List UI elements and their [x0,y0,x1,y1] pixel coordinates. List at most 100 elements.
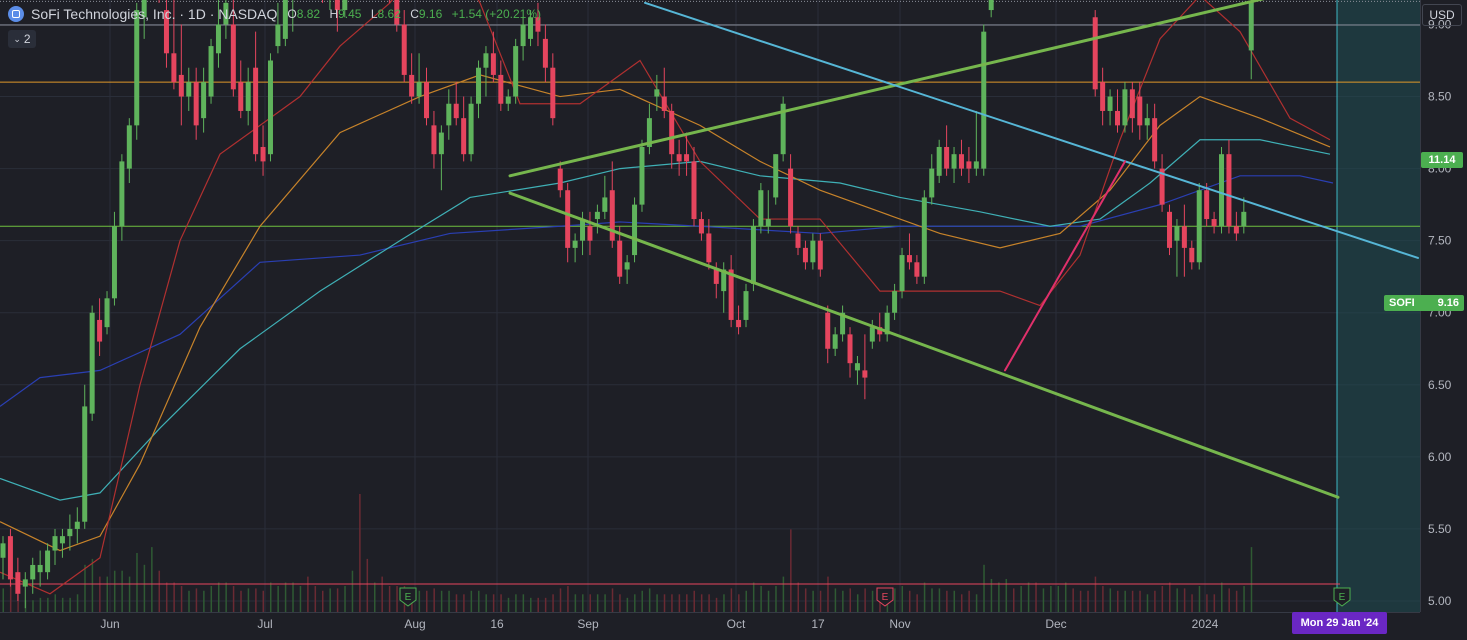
candle-body [944,146,950,169]
candle-body [1211,219,1217,227]
candle-body [1167,211,1173,248]
time-axis[interactable]: Jun Jul Aug 16 Sep Oct 17 Nov Dec 2024 [0,612,1420,634]
indicators-collapse-button[interactable]: ⌄ 2 [8,30,36,48]
candle-body [884,312,890,335]
candle-body [97,319,103,342]
candle-body [1107,96,1113,111]
candle-body [632,204,638,256]
volume-bar [1124,590,1126,612]
candle-body [609,190,615,241]
candle-body [706,233,712,263]
candle-body [988,0,994,11]
candle-body [1100,82,1106,111]
candle-body [736,319,742,328]
candle-body [186,82,192,97]
symbol-title[interactable]: SoFi Technologies, Inc. · 1D · NASDAQ [31,6,278,22]
volume-bar [515,594,517,612]
candle-body [171,53,177,83]
volume-bar [151,547,153,612]
indicator-count: 2 [23,32,31,46]
candle-body [178,74,184,97]
candle-body [654,89,660,97]
volume-bar [671,594,673,612]
trendline [1004,160,1126,372]
volume-bar [455,594,458,612]
trendline [508,191,1340,499]
candle-body [565,190,571,248]
volume-bar [1131,590,1134,612]
candle-body [951,154,957,169]
volume-bar [656,594,658,612]
volume-bar [827,576,829,612]
candle-body [587,226,593,241]
volume-bar [351,570,354,612]
candle-body [483,53,489,68]
volume-bar [544,597,547,612]
candle-body [795,233,801,248]
volume-bar [344,586,346,612]
volume-bar [604,594,606,612]
volume-bar [269,582,272,612]
volume-bar [708,594,710,612]
volume-bar [812,590,814,612]
candle-body [424,82,430,119]
volume-bar [232,586,235,612]
volume-bar [1057,586,1060,612]
candle-body [1233,226,1239,234]
moving-average-line [0,0,1331,595]
candle-body [810,240,816,263]
time-tick-label: 16 [490,617,504,631]
candle-body [906,255,912,263]
time-tick-label: 17 [811,617,825,631]
candle-body [802,247,808,263]
volume-bar [396,586,398,612]
candle-body [134,10,140,126]
candle-body [1241,211,1247,227]
volume-bar [752,582,755,612]
candle-body [74,521,80,529]
volume-bar [856,594,859,612]
level-price-tag: 11.14 [1421,152,1463,168]
chart-legend: SoFi Technologies, Inc. · 1D · NASDAQ O8… [8,6,547,22]
volume-bar [440,590,443,612]
candle-body [1159,168,1165,205]
sofi-logo-icon [8,6,24,22]
low-label: L [370,7,378,21]
earnings-marker-label: E [882,592,889,603]
volume-bar [39,597,42,612]
volume-bar [262,590,265,612]
volume-bar [507,597,510,612]
trendline [644,1,1419,259]
volume-bar [782,576,785,612]
time-tick-label: Sep [577,617,599,631]
candle-body [1092,17,1098,90]
volume-bar [255,588,257,612]
volume-bar [165,582,168,612]
candle-body [394,0,400,25]
price-tick-label: 6.50 [1428,378,1452,392]
candle-body [334,0,340,11]
candle-body [82,406,88,522]
earnings-marker-icon [876,587,894,607]
volume-bar [195,588,198,612]
candle-body [513,46,519,97]
candle-body [245,82,251,111]
candle-body [282,0,288,39]
volume-bar [790,529,792,612]
volume-bar [307,576,309,612]
candle-body [126,125,132,169]
candle-body [498,74,504,104]
candle-body [45,550,51,573]
candle-body [1174,226,1180,241]
candle-body [260,146,266,162]
candle-body [854,363,860,371]
volume-bar [634,594,636,612]
currency-button[interactable]: USD [1422,4,1462,26]
volume-bar [292,582,294,612]
candle-body [691,161,697,220]
candle-body [193,82,199,126]
candle-body [639,146,645,205]
time-tick-label: Aug [404,617,425,631]
